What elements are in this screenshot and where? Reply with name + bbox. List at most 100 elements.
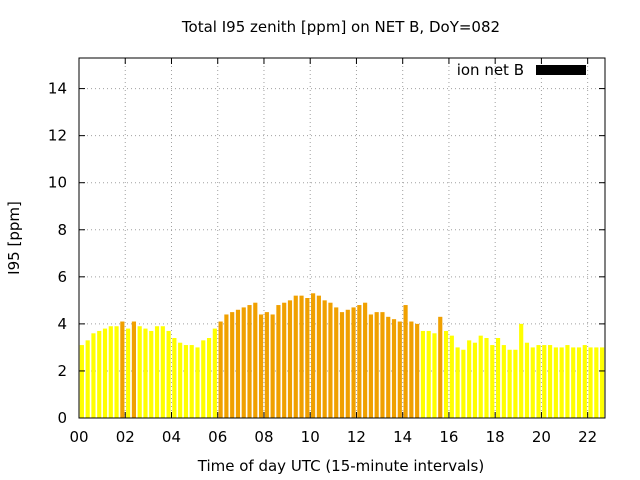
x-tick-label: 06: [208, 428, 227, 446]
bar: [594, 347, 599, 418]
bar: [178, 342, 183, 418]
bar: [241, 307, 246, 418]
bar: [282, 302, 287, 418]
bar: [270, 314, 275, 418]
bar: [97, 330, 102, 418]
bar: [553, 347, 558, 418]
y-tick-label: 8: [57, 221, 67, 239]
bar: [600, 347, 605, 418]
bar: [571, 347, 576, 418]
bar: [131, 321, 136, 418]
bar: [276, 305, 281, 418]
bar: [195, 347, 200, 418]
bar: [247, 305, 252, 418]
x-tick-label: 16: [439, 428, 458, 446]
bar: [565, 345, 570, 418]
bar: [548, 345, 553, 418]
bar: [230, 312, 235, 418]
bar: [154, 326, 160, 418]
bar: [542, 345, 547, 418]
bar: [143, 328, 148, 418]
x-tick-label: 04: [162, 428, 181, 446]
bar: [403, 305, 408, 418]
bar: [536, 345, 541, 418]
bar: [137, 326, 142, 418]
bar: [160, 326, 165, 418]
bar: [380, 312, 385, 418]
bar: [339, 312, 345, 418]
bar: [559, 347, 564, 418]
bar: [328, 302, 333, 418]
y-tick-label: 12: [48, 127, 67, 145]
bar: [172, 338, 177, 418]
bar: [443, 330, 449, 418]
bar: [189, 345, 194, 418]
bar: [235, 309, 241, 418]
bar: [201, 340, 206, 418]
bar: [368, 314, 373, 418]
bar: [386, 316, 391, 418]
y-tick-label: 4: [57, 315, 67, 333]
bar: [397, 321, 402, 418]
bar: [264, 312, 269, 418]
x-tick-label: 14: [393, 428, 412, 446]
bar: [524, 342, 530, 418]
bar: [305, 298, 310, 418]
bar: [432, 333, 437, 418]
bar: [258, 314, 264, 418]
legend-label: ion net B: [457, 61, 524, 79]
bar: [513, 349, 518, 418]
y-axis-label: I95 [ppm]: [5, 201, 23, 275]
plot-frame: [78, 57, 606, 419]
bar: [224, 314, 229, 418]
grid: [79, 58, 605, 418]
bar: [351, 307, 356, 418]
bar: [299, 295, 304, 418]
ticks: [78, 58, 605, 419]
x-tick-label: 18: [486, 428, 505, 446]
bar: [472, 342, 478, 418]
bar: [582, 345, 587, 418]
x-tick-label: 02: [116, 428, 135, 446]
x-tick-label: 00: [69, 428, 88, 446]
bar: [455, 347, 460, 418]
x-tick-label: 22: [578, 428, 597, 446]
bar: [334, 307, 339, 418]
y-tick-label: 14: [48, 80, 67, 98]
bar: [409, 321, 414, 418]
y-tick-label: 6: [57, 268, 67, 286]
bar: [212, 328, 217, 418]
bar: [126, 328, 131, 418]
y-tick-label: 0: [57, 409, 67, 427]
x-tick-label: 10: [301, 428, 320, 446]
bar: [108, 326, 113, 418]
bar: [374, 312, 379, 418]
bar: [363, 302, 368, 418]
bar: [311, 293, 316, 418]
bar: [91, 333, 96, 418]
x-tick-label: 12: [347, 428, 366, 446]
bar: [218, 321, 223, 418]
legend-swatch: [536, 65, 586, 75]
y-tick-label: 2: [57, 362, 67, 380]
x-tick-label: 20: [532, 428, 551, 446]
y-tick-label: 10: [48, 174, 67, 192]
bar: [322, 300, 327, 418]
bar: [287, 300, 293, 418]
bar: [120, 321, 125, 418]
bar: [357, 305, 362, 418]
bar: [426, 330, 431, 418]
bar: [253, 302, 258, 418]
bar: [490, 345, 495, 418]
bar: [501, 345, 506, 418]
bar: [495, 338, 501, 418]
bar: [461, 349, 466, 418]
bar: [420, 330, 426, 418]
bar: [206, 338, 212, 418]
bar: [588, 347, 593, 418]
bar: [114, 326, 119, 418]
bar: [183, 345, 189, 418]
bar: [316, 295, 321, 418]
